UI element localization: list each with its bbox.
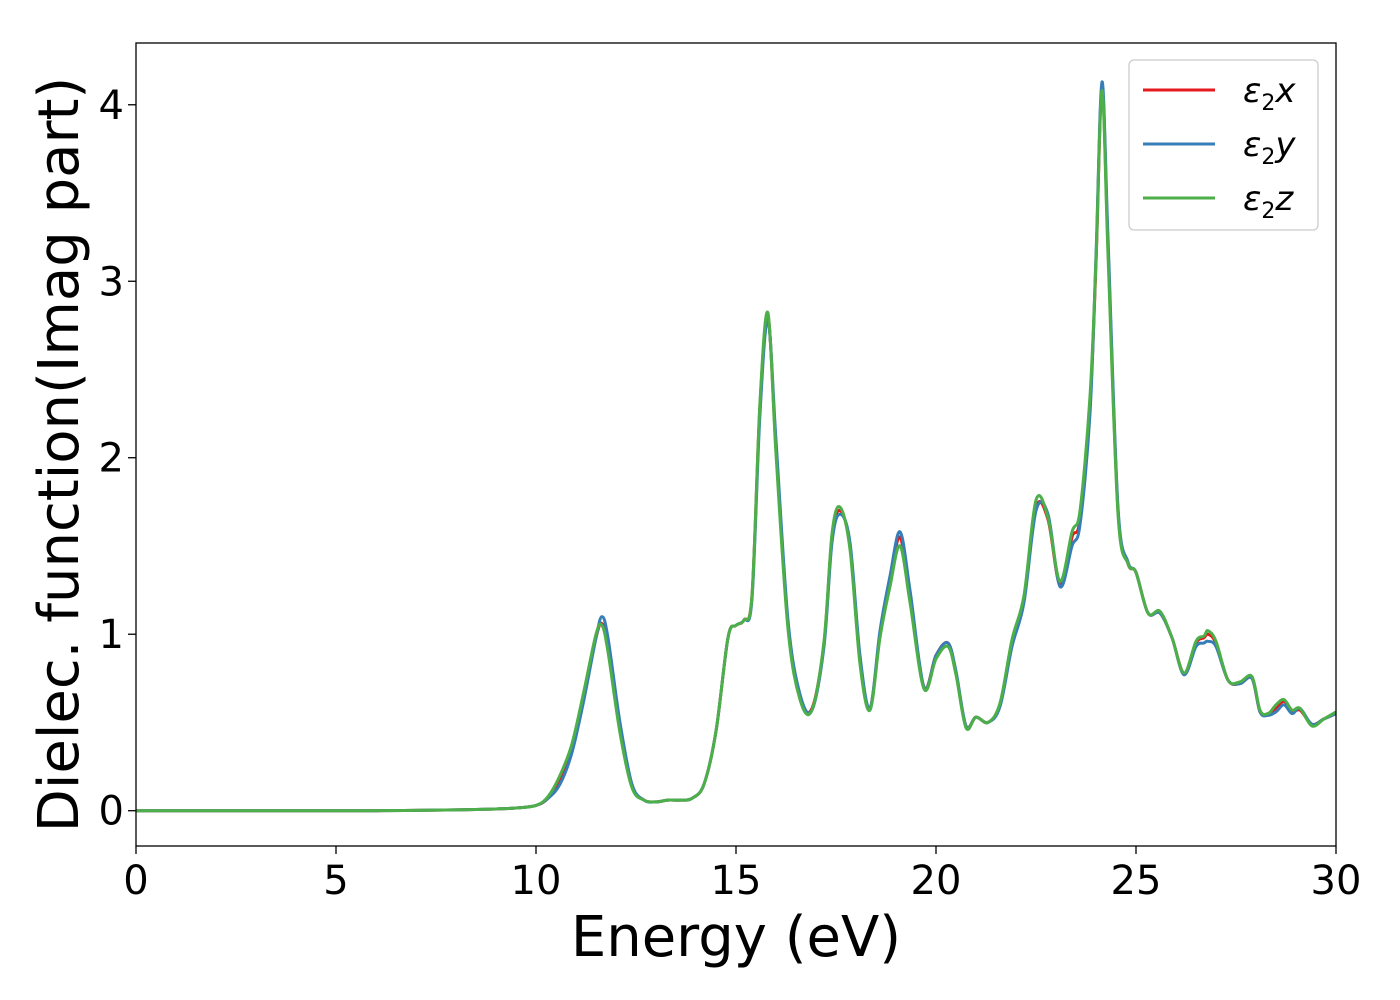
legend-label-y: ε2y — [1243, 125, 1296, 170]
x-tick-label: 15 — [711, 858, 762, 904]
x-tick-label: 10 — [511, 858, 562, 904]
y-axis-title: Dielec. function(Imag part) — [27, 77, 92, 833]
x-tick-label: 20 — [911, 858, 962, 904]
y-tick-label: 3 — [99, 259, 124, 305]
y-tick-label: 2 — [99, 436, 124, 482]
x-tick-label: 5 — [323, 858, 348, 904]
axis-ticks: 0 5 10 15 20 25 30 0 1 2 3 4 — [99, 83, 1362, 904]
y-tick-label: 0 — [99, 789, 124, 835]
x-tick-label: 25 — [1111, 858, 1162, 904]
series-lines — [136, 80, 1336, 813]
legend-label-x: ε2x — [1243, 71, 1296, 116]
y-tick-label: 4 — [99, 83, 124, 129]
series-line-z — [136, 89, 1336, 813]
legend-box — [1128, 59, 1319, 231]
x-axis-title: Energy (eV) — [571, 905, 901, 970]
x-tick-label: 0 — [123, 858, 148, 904]
x-tick-label: 30 — [1311, 858, 1362, 904]
legend-label-z: ε2z — [1243, 179, 1294, 224]
y-tick-label: 1 — [99, 612, 124, 658]
legend: ε2x ε2y ε2z — [1128, 59, 1319, 231]
